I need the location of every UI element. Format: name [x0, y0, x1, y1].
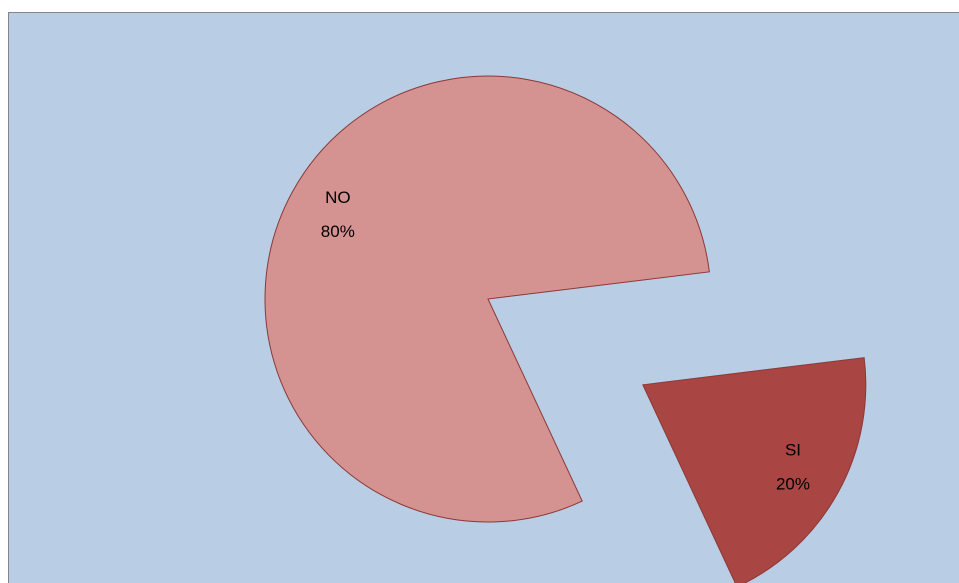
pie-slice — [642, 357, 867, 583]
slice-percent: 20% — [776, 475, 810, 494]
slice-label: SI — [785, 441, 801, 460]
slice-percent: 80% — [321, 222, 355, 241]
slice-label: NO — [325, 188, 351, 207]
pie-slice — [264, 75, 710, 523]
